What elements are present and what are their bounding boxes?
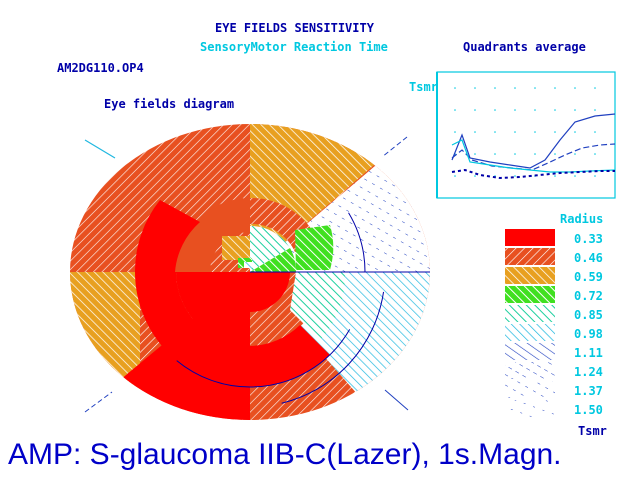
legend-value: 0.46 — [574, 251, 603, 265]
legend-value: 0.33 — [574, 232, 603, 246]
quadrant-line-3 — [451, 139, 616, 173]
eye-diagram-label: Eye fields diagram — [104, 97, 235, 111]
legend-swatch-1.37 — [505, 381, 555, 398]
legend-value: 1.50 — [574, 403, 603, 417]
legend-swatch-0.46 — [505, 248, 555, 265]
legend-value: 0.59 — [574, 270, 603, 284]
quadrants-grid — [454, 87, 596, 177]
legend-swatch-0.59 — [505, 267, 555, 284]
eye-center-green — [250, 248, 297, 272]
page-subtitle: SensoryMotor Reaction Time — [200, 40, 388, 54]
eye-sector-green — [295, 225, 334, 270]
legend-swatch-0.98 — [505, 324, 555, 341]
corner-tick-br — [384, 389, 409, 411]
eye-ring-mid-bl-red — [135, 272, 250, 387]
eye-diagram — [70, 124, 430, 420]
legend-value: 0.72 — [574, 289, 603, 303]
eye-center-yellow — [222, 236, 250, 260]
corner-tick-bl — [84, 391, 113, 413]
legend-swatch-0.72 — [505, 286, 555, 303]
quadrants-frame — [436, 71, 616, 199]
legend-swatch-0.85 — [505, 305, 555, 322]
legend-swatch-1.50 — [505, 400, 555, 417]
eye-ring-mid-br-red — [250, 325, 330, 388]
eye-ring-mid-left-red — [134, 200, 200, 272]
quadrants-y-label: Tsmr — [409, 80, 438, 94]
quadrant-line-1 — [451, 113, 616, 169]
quadrants-label: Quadrants average — [463, 40, 586, 54]
corner-tick-tr — [381, 136, 408, 158]
eye-sector-left-yellow — [70, 272, 140, 402]
legend-value: 0.85 — [574, 308, 603, 322]
quadrants-chart — [436, 71, 616, 199]
eye-center-cyan-small — [244, 262, 252, 268]
page-title: EYE FIELDS SENSITIVITY — [215, 21, 374, 35]
legend-value: 1.11 — [574, 346, 603, 360]
eye-center-bl — [210, 272, 250, 312]
legend-value: 1.24 — [574, 365, 603, 379]
legend-value: 1.37 — [574, 384, 603, 398]
legend-title: Radius — [560, 212, 604, 226]
legend-swatches — [505, 229, 555, 417]
footer-caption: AMP: S-glaucoma IIB-C(Lazer), 1s.Magn. — [8, 438, 562, 471]
file-name: AM2DG110.OP4 — [57, 61, 144, 75]
legend-swatch-1.24 — [505, 362, 555, 379]
legend-value: 0.98 — [574, 327, 603, 341]
legend-unit: Tsmr — [578, 424, 607, 438]
quadrant-line-4 — [451, 168, 615, 180]
legend-swatch-0.33 — [505, 229, 555, 246]
corner-tick-tl — [84, 139, 116, 159]
legend-swatch-1.11 — [505, 343, 555, 360]
eye-center-teal — [250, 225, 290, 272]
eye-center-br — [250, 272, 290, 312]
eye-sector-teal — [290, 272, 346, 340]
